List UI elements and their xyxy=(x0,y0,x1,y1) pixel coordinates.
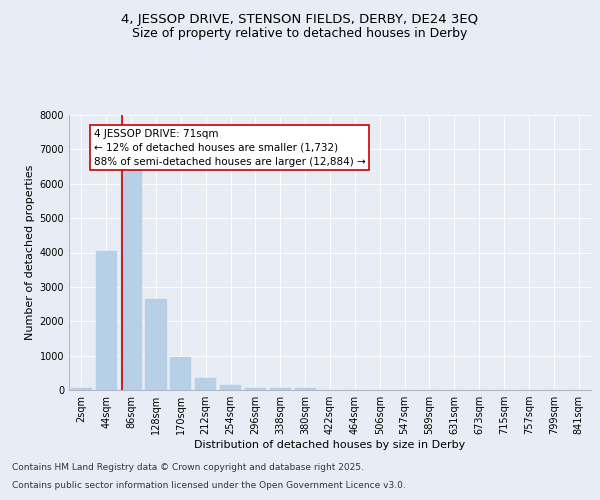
Bar xyxy=(96,251,117,390)
Text: 4 JESSOP DRIVE: 71sqm
← 12% of detached houses are smaller (1,732)
88% of semi-d: 4 JESSOP DRIVE: 71sqm ← 12% of detached … xyxy=(94,128,365,167)
Bar xyxy=(170,356,191,390)
Bar xyxy=(145,299,167,390)
Bar xyxy=(71,388,92,390)
Bar xyxy=(270,388,291,390)
Bar xyxy=(245,388,266,390)
Bar xyxy=(121,163,142,390)
Text: 4, JESSOP DRIVE, STENSON FIELDS, DERBY, DE24 3EQ: 4, JESSOP DRIVE, STENSON FIELDS, DERBY, … xyxy=(121,12,479,26)
Text: Size of property relative to detached houses in Derby: Size of property relative to detached ho… xyxy=(133,28,467,40)
Bar xyxy=(195,378,216,390)
X-axis label: Distribution of detached houses by size in Derby: Distribution of detached houses by size … xyxy=(194,440,466,450)
Y-axis label: Number of detached properties: Number of detached properties xyxy=(25,165,35,340)
Text: Contains public sector information licensed under the Open Government Licence v3: Contains public sector information licen… xyxy=(12,481,406,490)
Text: Contains HM Land Registry data © Crown copyright and database right 2025.: Contains HM Land Registry data © Crown c… xyxy=(12,464,364,472)
Bar xyxy=(220,385,241,390)
Bar xyxy=(295,388,316,390)
